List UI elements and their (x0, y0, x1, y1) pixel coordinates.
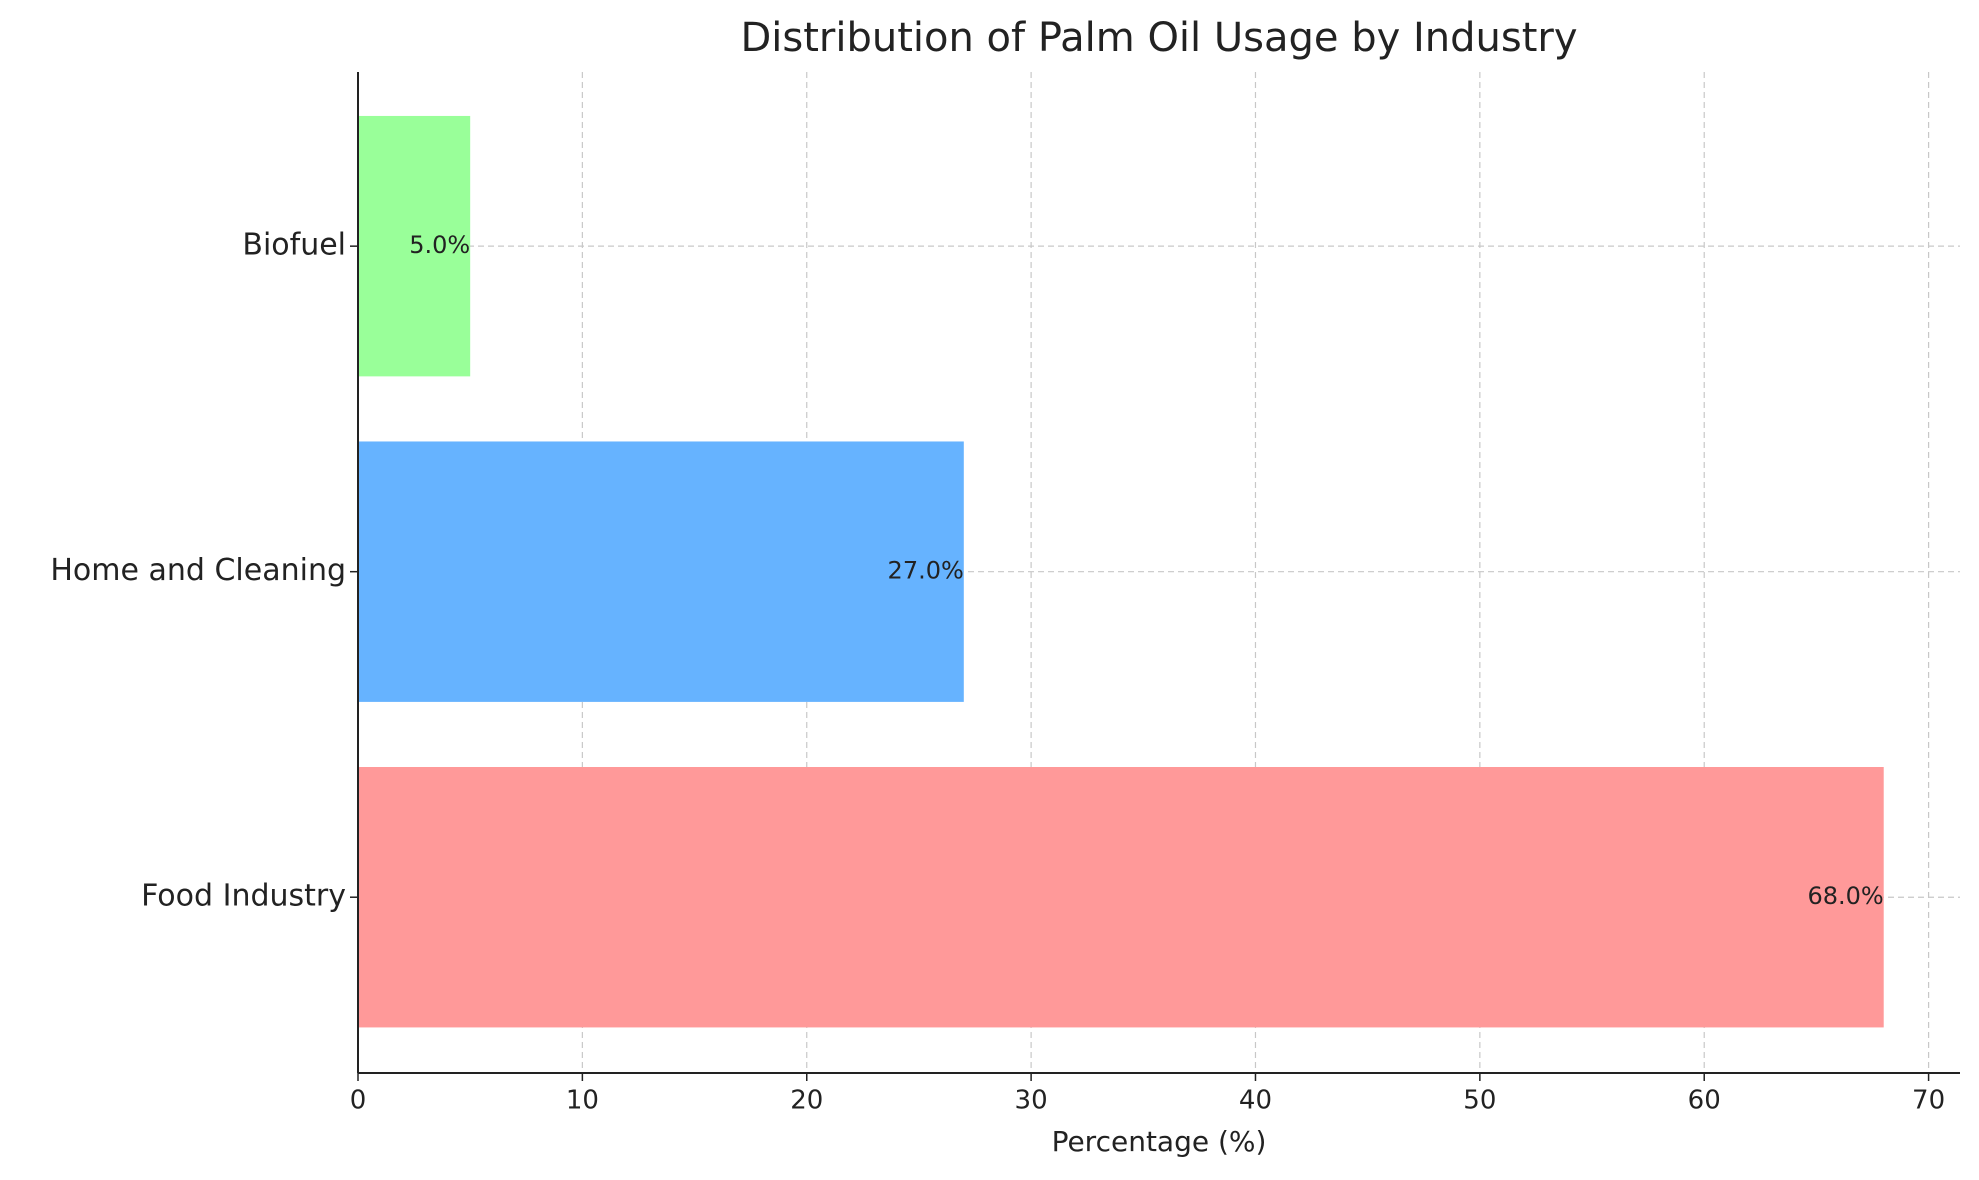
bar (358, 767, 1884, 1028)
x-axis-label: Percentage (%) (1052, 1125, 1267, 1158)
value-label: 5.0% (409, 231, 470, 259)
x-tick-label: 70 (1912, 1086, 1945, 1116)
x-tick-label: 0 (350, 1086, 367, 1116)
value-label: 27.0% (888, 557, 964, 585)
y-tick-label: Home and Cleaning (50, 553, 346, 588)
bar (358, 115, 471, 377)
y-tick-label: Food Industry (141, 879, 346, 914)
bar (358, 441, 964, 702)
x-tick-label: 10 (566, 1086, 599, 1116)
y-tick-label: Biofuel (242, 228, 346, 263)
value-label: 68.0% (1807, 882, 1883, 910)
chart-title: Distribution of Palm Oil Usage by Indust… (740, 15, 1577, 61)
x-tick-label: 20 (790, 1086, 823, 1116)
x-tick-label: 40 (1239, 1086, 1272, 1116)
x-tick-label: 60 (1688, 1086, 1721, 1116)
x-tick-label: 30 (1015, 1086, 1048, 1116)
x-tick-label: 50 (1463, 1086, 1496, 1116)
